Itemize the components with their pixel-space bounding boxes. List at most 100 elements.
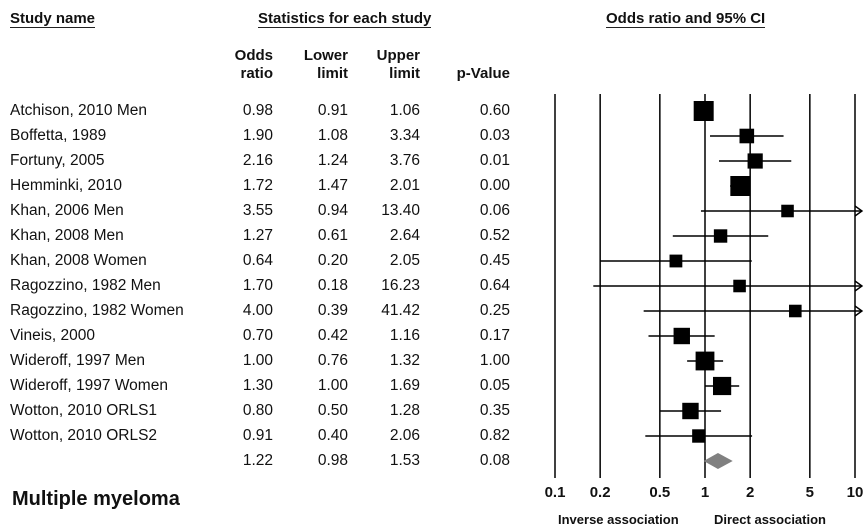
odds-ratio-column-header: Odds ratio <box>225 47 273 83</box>
forest-plot-header: Odds ratio and 95% CI <box>606 10 766 28</box>
p-value-cell: 0.17 <box>479 327 510 344</box>
study-effect-marker <box>692 429 706 443</box>
p-value-cell: 0.60 <box>479 102 510 119</box>
study-name-cell: Wideroff, 1997 Women <box>10 377 168 394</box>
lower-limit-cell: 0.50 <box>317 402 348 419</box>
clipped-interval-arrow <box>854 205 864 217</box>
x-tick-label: 1 <box>701 484 709 501</box>
upper-limit-cell: 1.06 <box>389 102 420 119</box>
p-value-cell: 0.52 <box>479 227 510 244</box>
p-value-cell: 0.64 <box>479 277 510 294</box>
study-effect-marker <box>695 351 715 371</box>
x-tick-label: 10 <box>847 484 864 501</box>
study-effect-marker <box>713 229 728 243</box>
p-value-cell: 0.82 <box>479 427 510 444</box>
x-tick-label: 0.1 <box>545 484 566 501</box>
x-tick-label: 0.2 <box>590 484 611 501</box>
x-tick-label: 0.5 <box>649 484 670 501</box>
lower-limit-header-line1: Lower <box>303 47 348 64</box>
upper-limit-header-line2: limit <box>389 65 420 82</box>
study-name-cell: Ragozzino, 1982 Women <box>10 302 184 319</box>
study-effect-marker <box>693 101 714 121</box>
upper-limit-cell: 2.05 <box>389 252 420 269</box>
lower-limit-cell: 0.76 <box>317 352 348 369</box>
p-value-cell: 0.45 <box>479 252 510 269</box>
odds-ratio-cell: 0.70 <box>242 327 273 344</box>
p-value-column-header: p-Value <box>432 65 510 83</box>
study-effect-marker <box>682 402 699 420</box>
study-name-cell: Boffetta, 1989 <box>10 127 107 144</box>
p-value-cell: 0.03 <box>479 127 510 144</box>
lower-limit-cell: 1.47 <box>317 177 348 194</box>
upper-limit-cell: 1.69 <box>389 377 420 394</box>
x-tick-label: 5 <box>806 484 814 501</box>
p-value-cell: 0.05 <box>479 377 510 394</box>
study-name-cell: Khan, 2008 Men <box>10 227 124 244</box>
summary-odds-ratio-cell: 1.22 <box>242 452 273 469</box>
upper-limit-column-header: Upper limit <box>362 47 420 83</box>
study-effect-marker <box>669 254 683 268</box>
upper-limit-cell: 41.42 <box>381 302 420 319</box>
study-name-cell: Khan, 2006 Men <box>10 202 124 219</box>
summary-diamond <box>703 453 733 469</box>
plot-subtitle: Multiple myeloma <box>12 488 180 510</box>
study-effect-marker <box>712 376 732 396</box>
p-value-cell: 0.25 <box>479 302 510 319</box>
summary-lower-limit-cell: 0.98 <box>317 452 348 469</box>
study-name-cell: Ragozzino, 1982 Men <box>10 277 161 294</box>
odds-ratio-cell: 1.90 <box>242 127 273 144</box>
odds-ratio-cell: 1.00 <box>242 352 273 369</box>
study-name-cell: Wideroff, 1997 Men <box>10 352 145 369</box>
lower-limit-cell: 0.42 <box>317 327 348 344</box>
upper-limit-cell: 16.23 <box>381 277 420 294</box>
lower-limit-cell: 0.91 <box>317 102 348 119</box>
upper-limit-cell: 3.76 <box>389 152 420 169</box>
odds-ratio-cell: 0.64 <box>242 252 273 269</box>
upper-limit-cell: 1.28 <box>389 402 420 419</box>
study-effect-marker <box>739 128 755 144</box>
study-name-header: Study name <box>10 10 96 28</box>
study-name-cell: Fortuny, 2005 <box>10 152 105 169</box>
study-name-cell: Vineis, 2000 <box>10 327 96 344</box>
lower-limit-cell: 1.24 <box>317 152 348 169</box>
upper-limit-cell: 1.16 <box>389 327 420 344</box>
direct-association-label: Direct association <box>714 512 826 527</box>
lower-limit-header-line2: limit <box>317 65 348 82</box>
x-tick-label: 2 <box>746 484 754 501</box>
odds-ratio-cell: 0.80 <box>242 402 273 419</box>
upper-limit-cell: 2.06 <box>389 427 420 444</box>
study-effect-marker <box>781 204 794 218</box>
p-value-cell: 0.35 <box>479 402 510 419</box>
study-effect-marker <box>673 327 690 345</box>
lower-limit-cell: 0.94 <box>317 202 348 219</box>
lower-limit-cell: 0.20 <box>317 252 348 269</box>
study-effect-marker <box>789 304 802 318</box>
lower-limit-cell: 0.40 <box>317 427 348 444</box>
study-name-cell: Atchison, 2010 Men <box>10 102 148 119</box>
upper-limit-cell: 2.64 <box>389 227 420 244</box>
inverse-association-label: Inverse association <box>558 512 679 527</box>
study-effect-marker <box>733 279 746 293</box>
odds-ratio-cell: 1.30 <box>242 377 273 394</box>
lower-limit-cell: 0.39 <box>317 302 348 319</box>
upper-limit-cell: 2.01 <box>389 177 420 194</box>
odds-ratio-cell: 2.16 <box>242 152 273 169</box>
upper-limit-cell: 3.34 <box>389 127 420 144</box>
study-effect-marker <box>747 153 763 169</box>
lower-limit-cell: 1.08 <box>317 127 348 144</box>
odds-ratio-header-line1: Odds <box>234 47 273 64</box>
odds-ratio-cell: 1.72 <box>242 177 273 194</box>
p-value-cell: 0.01 <box>479 152 510 169</box>
p-value-header: p-Value <box>456 65 510 82</box>
study-name-cell: Hemminki, 2010 <box>10 177 122 194</box>
p-value-cell: 0.00 <box>479 177 510 194</box>
upper-limit-cell: 13.40 <box>381 202 420 219</box>
lower-limit-cell: 1.00 <box>317 377 348 394</box>
clipped-interval-arrow <box>854 305 864 317</box>
summary-upper-limit-cell: 1.53 <box>389 452 420 469</box>
upper-limit-cell: 1.32 <box>389 352 420 369</box>
lower-limit-column-header: Lower limit <box>290 47 348 83</box>
study-name-cell: Wotton, 2010 ORLS1 <box>10 402 158 419</box>
study-effect-marker <box>730 176 751 196</box>
